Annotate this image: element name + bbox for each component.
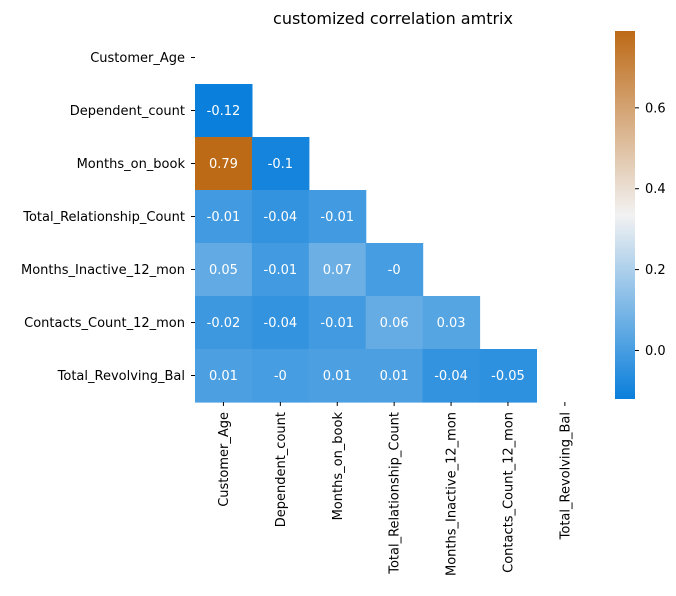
x-tick-label: Dependent_count — [274, 412, 289, 527]
cell-value-label: -0.12 — [207, 104, 241, 119]
cell-value-label: -0.01 — [320, 210, 354, 225]
colorbar: 0.0 0.2 0.4 0.6 — [615, 31, 666, 399]
colorbar-tick-label: 0.6 — [645, 101, 666, 116]
cell-value-label: -0.04 — [264, 210, 298, 225]
heatmap-cell — [195, 349, 253, 403]
x-tick-label: Customer_Age — [217, 412, 232, 507]
heatmap-cell — [251, 190, 310, 244]
colorbar-tick-label: 0.4 — [645, 182, 666, 197]
heatmap-cell — [365, 349, 424, 403]
heatmap-cell — [195, 296, 253, 350]
colorbar-gradient — [615, 31, 635, 399]
y-tick-label: Customer_Age — [90, 51, 185, 66]
heatmap-cell — [308, 349, 367, 403]
cell-value-label: -0.04 — [434, 369, 468, 384]
x-tick-label: Total_Relationship_Count — [388, 412, 403, 575]
cell-value-label: -0 — [274, 369, 287, 384]
cell-value-label: -0.01 — [320, 316, 354, 331]
colorbar-ticks: 0.0 0.2 0.4 0.6 — [635, 101, 666, 359]
x-tick-label: Months_on_book — [331, 412, 346, 521]
x-tick-label: Months_Inactive_12_mon — [445, 412, 460, 576]
heatmap-cell — [195, 243, 253, 297]
cell-value-label: -0 — [388, 263, 401, 278]
cell-value-label: 0.06 — [380, 316, 409, 331]
heatmap-cell — [195, 190, 253, 244]
y-tick-label: Total_Revolving_Bal — [57, 369, 185, 384]
colorbar-tick-label: 0.2 — [645, 263, 666, 278]
heatmap-cell — [365, 243, 424, 297]
y-tick-label: Dependent_count — [70, 104, 185, 119]
cell-value-label: 0.05 — [209, 263, 238, 278]
y-tick-label: Total_Relationship_Count — [22, 210, 185, 225]
heatmap-cells: -0.12 0.79 -0.1 -0.01 -0.04 -0.01 0.05 -0.01 0.0… — [195, 84, 537, 403]
heatmap-cell — [251, 296, 310, 350]
heatmap-cell — [251, 243, 310, 297]
y-tick-label: Contacts_Count_12_mon — [24, 316, 185, 331]
x-axis-tick-labels: Customer_Age Dependent_count Months_on_boo… — [217, 402, 573, 576]
cell-value-label: -0.01 — [207, 210, 241, 225]
heatmap-cell — [365, 296, 424, 350]
heatmap-cell — [479, 349, 537, 403]
cell-value-label: 0.03 — [437, 316, 466, 331]
y-tick-label: Months_Inactive_12_mon — [21, 263, 185, 278]
cell-value-label: -0.01 — [264, 263, 298, 278]
heatmap-cell — [195, 84, 253, 138]
cell-value-label: -0.05 — [491, 369, 525, 384]
cell-value-label: -0.1 — [268, 157, 293, 172]
heatmap-cell — [308, 296, 367, 350]
heatmap-cell — [308, 243, 367, 297]
cell-value-label: 0.01 — [209, 369, 238, 384]
heatmap-cell — [422, 349, 481, 403]
heatmap-cell — [251, 137, 310, 191]
cell-value-label: 0.79 — [209, 157, 238, 172]
y-tick-label: Months_on_book — [77, 157, 186, 172]
heatmap-cell — [422, 296, 481, 350]
chart-title: customized correlation amtrix — [273, 9, 513, 28]
cell-value-label: 0.01 — [323, 369, 352, 384]
cell-value-label: 0.01 — [380, 369, 409, 384]
cell-value-label: -0.02 — [207, 316, 241, 331]
colorbar-tick-label: 0.0 — [645, 344, 666, 359]
x-tick-label: Contacts_Count_12_mon — [501, 412, 516, 573]
cell-value-label: 0.07 — [323, 263, 352, 278]
y-axis-tick-labels: Customer_Age Dependent_count Months_on_boo… — [21, 51, 195, 384]
heatmap-cell — [195, 137, 253, 191]
x-tick-label: Total_Revolving_Bal — [558, 412, 573, 540]
heatmap-cell — [251, 349, 310, 403]
cell-value-label: -0.04 — [264, 316, 298, 331]
heatmap-cell — [308, 190, 367, 244]
